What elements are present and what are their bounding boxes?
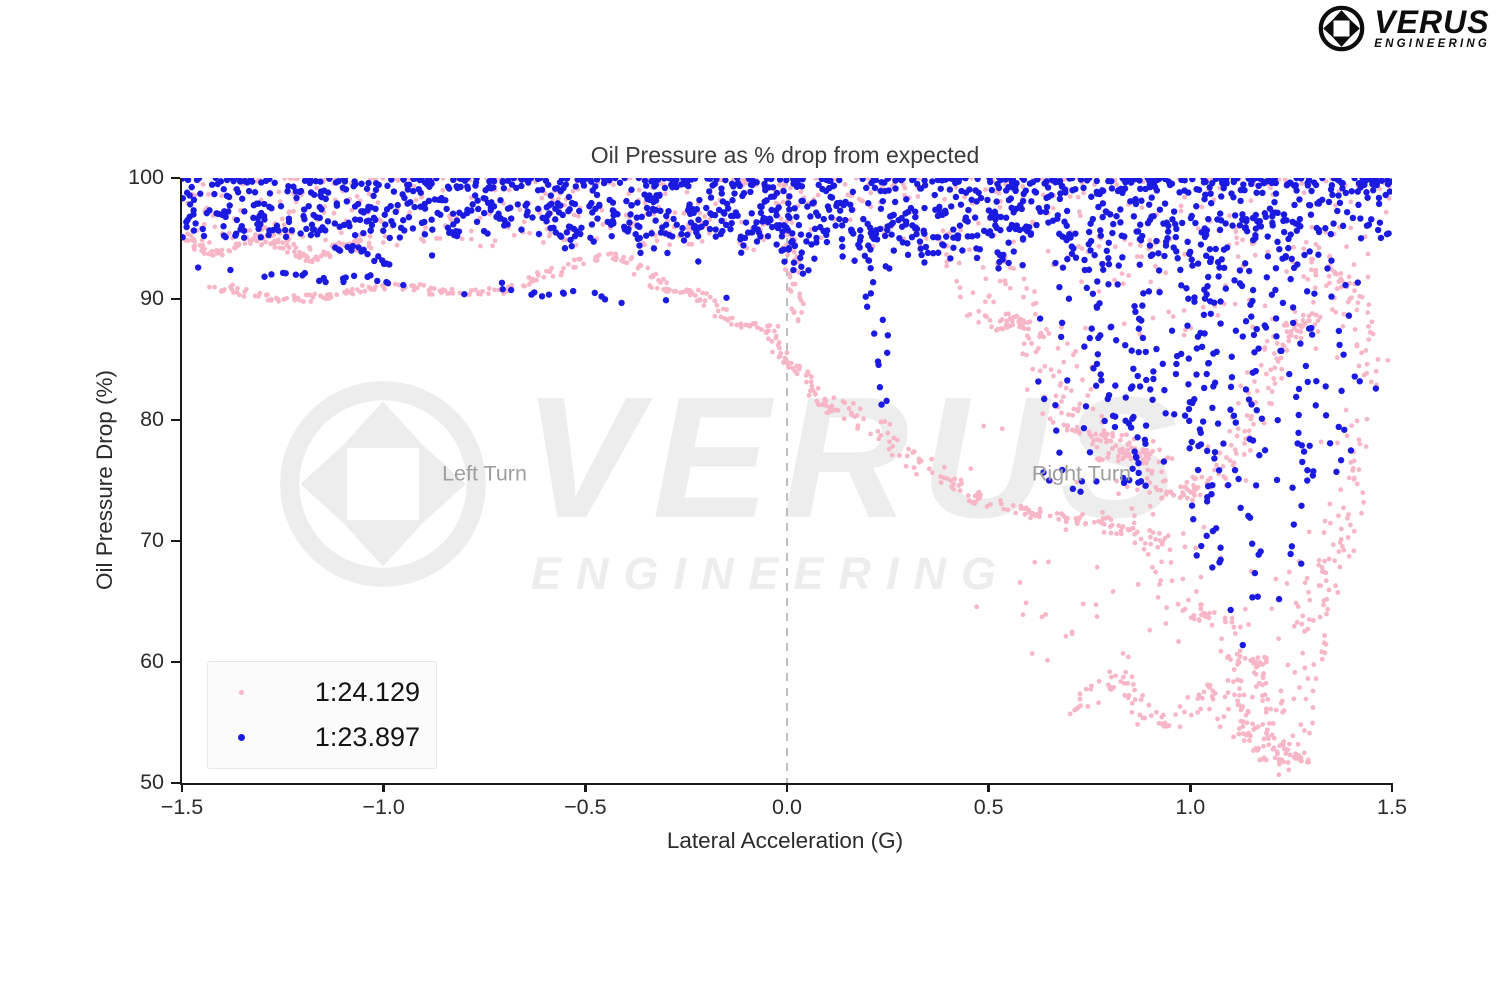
x-tick-label: −0.5 <box>564 795 607 819</box>
chart-title: Oil Pressure as % drop from expected <box>590 142 980 168</box>
brand-subtitle: ENGINEERING <box>1374 38 1490 51</box>
y-tick-label: 80 <box>140 407 164 431</box>
legend-entry: 1:23.897 <box>208 715 436 760</box>
legend-entry: 1:24.129 <box>208 670 436 715</box>
x-tick <box>987 783 990 792</box>
y-tick <box>170 781 180 785</box>
x-tick-label: −1.5 <box>160 795 204 819</box>
y-axis-label: Oil Pressure Drop (%) <box>92 369 117 591</box>
x-axis-label: Lateral Acceleration (G) <box>666 828 904 853</box>
x-tick <box>382 783 385 792</box>
x-tick <box>1390 783 1394 792</box>
y-tick <box>170 176 180 180</box>
x-tick-label: 1.5 <box>1377 795 1407 819</box>
y-tick-label: 60 <box>140 649 164 673</box>
annotation-right-turn: Right Turn <box>1031 461 1132 486</box>
y-tick-label: 70 <box>140 528 164 552</box>
legend-label-series-2: 1:23.897 <box>314 722 420 752</box>
y-tick <box>170 297 180 301</box>
y-tick-label: 50 <box>140 770 164 794</box>
x-tick-label: 0.0 <box>772 795 802 819</box>
x-tick-label: −1.0 <box>362 795 405 819</box>
legend-marker-series-1 <box>238 690 244 695</box>
x-tick-label: 0.5 <box>973 795 1004 819</box>
legend: 1:24.129 1:23.897 <box>207 661 437 769</box>
x-tick <box>180 783 184 792</box>
x-tick <box>584 783 587 792</box>
y-tick <box>170 660 180 664</box>
y-tick-label: 100 <box>128 165 164 189</box>
brand-logo: VERUS ENGINEERING <box>1318 5 1490 52</box>
x-tick <box>1189 783 1192 792</box>
verus-emblem-icon <box>1318 5 1365 52</box>
annotation-left-turn: Left Turn <box>442 461 527 486</box>
x-tick <box>785 783 789 792</box>
legend-marker-series-2 <box>237 734 245 741</box>
y-tick-label: 90 <box>140 286 164 310</box>
x-tick-label: 1.0 <box>1175 795 1206 819</box>
y-tick <box>170 418 180 422</box>
brand-name: VERUS <box>1374 3 1490 41</box>
y-tick <box>170 539 180 543</box>
plot-area: VERUS ENGINEERING Left Turn Right Turn 1… <box>128 165 1407 819</box>
legend-label-series-1: 1:24.129 <box>314 677 420 707</box>
